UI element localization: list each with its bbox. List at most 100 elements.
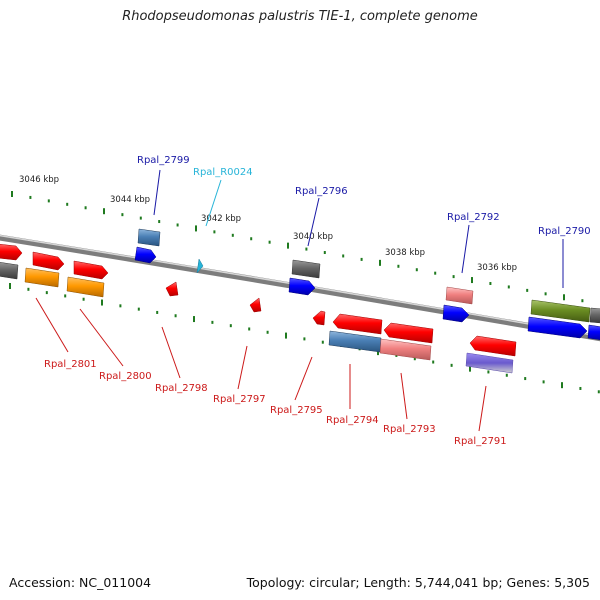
gene-label-rpal-2793[interactable]: Rpal_2793 <box>383 424 436 435</box>
minor-tick <box>158 220 161 224</box>
minor-tick <box>45 291 48 295</box>
position-ticks-outer <box>11 191 584 303</box>
gene-box-rpal-2799[interactable] <box>137 228 161 247</box>
gene-arrow-rpal-2790[interactable] <box>527 316 588 339</box>
gene-arrow-rpal-2795[interactable] <box>312 310 326 326</box>
position-label: 3036 kbp <box>477 263 517 273</box>
minor-tick <box>321 340 324 344</box>
minor-tick <box>526 288 529 292</box>
minor-tick <box>450 363 453 367</box>
minor-tick <box>250 237 253 241</box>
gene-label-rpal-2790[interactable]: Rpal_2790 <box>538 226 591 237</box>
minor-tick <box>524 377 527 381</box>
gene-label-rpal-2792[interactable]: Rpal_2792 <box>447 212 500 223</box>
gene-box-rpal-2792[interactable] <box>445 286 474 305</box>
gene-label-rpal-2796[interactable]: Rpal_2796 <box>295 186 348 197</box>
minor-tick <box>581 299 584 303</box>
minor-tick <box>66 202 69 206</box>
gene-box-rpal-2794[interactable] <box>328 330 382 353</box>
gene-arrow[interactable] <box>32 251 65 271</box>
gene-box-rpal-2800[interactable] <box>66 276 105 298</box>
gene-arrow-rpal-2799[interactable] <box>134 246 157 264</box>
gene-label-rpal-2798[interactable]: Rpal_2798 <box>155 383 208 394</box>
major-tick <box>563 294 565 301</box>
minor-tick <box>266 330 269 334</box>
minor-tick <box>452 275 455 279</box>
gene-box-rpal-2791[interactable] <box>465 352 514 374</box>
gene-arrow-rpal-2793[interactable] <box>383 322 434 344</box>
topology-text: Topology: circular; Length: 5,744,041 bp… <box>246 575 590 590</box>
minor-tick <box>119 304 122 308</box>
gene-arrow-rpal-2791[interactable] <box>469 335 517 357</box>
major-tick <box>561 382 563 389</box>
minor-tick <box>176 223 179 227</box>
minor-tick <box>579 386 582 390</box>
gene-label-rpal-2801[interactable]: Rpal_2801 <box>44 359 97 370</box>
gene-track-outer <box>0 228 600 340</box>
map-title: Rhodopseudomonas palustris TIE-1, comple… <box>122 9 478 24</box>
gene-arrow[interactable] <box>0 243 23 261</box>
minor-tick <box>211 320 214 324</box>
gene-box-rpal-2801[interactable] <box>24 267 60 288</box>
minor-tick <box>248 327 251 331</box>
major-tick <box>101 299 103 306</box>
position-label: 3038 kbp <box>385 248 425 258</box>
major-tick <box>9 283 11 289</box>
minor-tick <box>397 264 400 268</box>
position-label: 3046 kbp <box>19 175 59 185</box>
gene-label-rpal-r0024[interactable]: Rpal_R0024 <box>193 167 253 178</box>
minor-tick <box>29 195 32 199</box>
gene-label-rpal-2799[interactable]: Rpal_2799 <box>137 155 190 166</box>
minor-tick <box>505 373 508 377</box>
gene-label-rpal-2791[interactable]: Rpal_2791 <box>454 436 507 447</box>
major-tick <box>377 349 379 356</box>
major-tick <box>469 365 471 372</box>
gene-arrow-rpal-2792[interactable] <box>442 304 470 323</box>
major-tick <box>285 332 287 339</box>
minor-tick <box>84 206 87 210</box>
minor-tick <box>597 390 600 394</box>
gene-track-inner <box>0 262 517 374</box>
gene-arrow[interactable] <box>587 324 600 340</box>
minor-tick <box>231 233 234 237</box>
minor-tick <box>121 213 124 217</box>
minor-tick <box>487 370 490 374</box>
major-tick <box>11 191 13 197</box>
gene-box-rpal-2790[interactable] <box>530 299 591 323</box>
label-connectors-bottom <box>35 297 487 432</box>
gene-label-rpal-2800[interactable]: Rpal_2800 <box>99 371 152 382</box>
gene-box[interactable] <box>589 307 600 324</box>
major-tick <box>195 225 197 232</box>
minor-tick <box>47 199 50 203</box>
minor-tick <box>323 251 326 255</box>
gene-label-rpal-2794[interactable]: Rpal_2794 <box>326 415 379 426</box>
minor-tick <box>82 297 85 301</box>
gene-box-rpal-2793[interactable] <box>379 338 432 361</box>
minor-tick <box>434 271 437 275</box>
minor-tick <box>303 337 306 341</box>
gene-arrow[interactable] <box>73 260 109 280</box>
minor-tick <box>544 292 547 296</box>
gene-label-rpal-2797[interactable]: Rpal_2797 <box>213 394 266 405</box>
minor-tick <box>489 281 492 285</box>
minor-tick <box>432 360 435 364</box>
minor-tick <box>360 257 363 261</box>
gene-arrow-rpal-2798[interactable] <box>165 281 179 297</box>
gene-box[interactable] <box>0 262 19 280</box>
gene-box-rpal-2796[interactable] <box>291 259 321 279</box>
minor-tick <box>413 357 416 361</box>
gene-trna-rpal-r0024[interactable] <box>196 258 204 274</box>
minor-tick <box>27 287 30 291</box>
major-tick <box>471 277 473 284</box>
major-tick <box>193 316 195 323</box>
gene-arrow-rpal-2794[interactable] <box>332 313 383 335</box>
minor-tick <box>139 216 142 220</box>
gene-label-rpal-2795[interactable]: Rpal_2795 <box>270 405 323 416</box>
label-connectors-top <box>153 169 564 288</box>
minor-tick <box>305 247 308 251</box>
gene-arrow-rpal-2796[interactable] <box>288 277 316 296</box>
minor-tick <box>156 310 159 314</box>
position-label: 3042 kbp <box>201 214 241 224</box>
gene-arrow-rpal-2797[interactable] <box>249 297 262 313</box>
